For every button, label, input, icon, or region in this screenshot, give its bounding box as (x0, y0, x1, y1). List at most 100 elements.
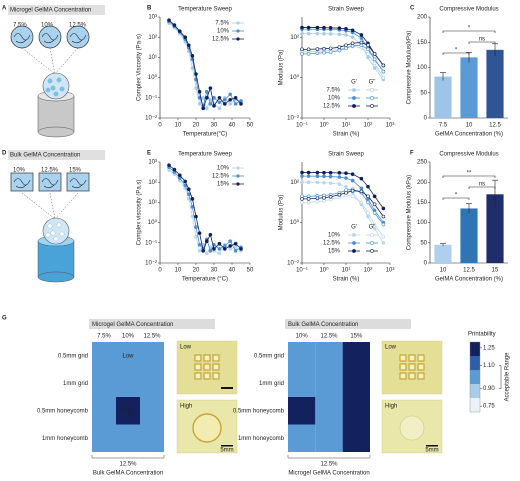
panel-label: B (147, 6, 152, 12)
x-tick-label: 20 (193, 123, 200, 129)
legend-marker (352, 241, 356, 245)
data-point (372, 52, 377, 56)
polymer-chain (69, 178, 87, 189)
data-point (359, 40, 364, 45)
heatmap-cell (92, 369, 116, 397)
heatmap-cell (92, 424, 116, 452)
row-label: 1mm grid (259, 381, 284, 387)
data-point (359, 33, 364, 37)
construct-pore (408, 363, 416, 371)
row-label: 0.5mm grid (254, 353, 284, 359)
data-point (328, 26, 333, 30)
data-point (328, 32, 333, 36)
data-point (300, 47, 304, 52)
legend-marker (370, 104, 374, 108)
zoom-line (21, 192, 56, 220)
construct (192, 413, 222, 443)
data-point (372, 61, 377, 66)
data-point (223, 97, 227, 102)
legend-label: 10% (217, 29, 230, 35)
data-point (300, 180, 304, 184)
data-point (228, 92, 232, 97)
heatmap-title: Bulk GelMA Concentration (288, 322, 358, 328)
chart-title: Compressive Modulus (439, 7, 498, 13)
y-tick-label: 10⁻² (287, 116, 299, 122)
legend-marker (236, 21, 240, 25)
panel-label: G (2, 316, 7, 322)
data-point (322, 195, 326, 200)
data-point (172, 23, 177, 27)
data-point (315, 51, 320, 56)
concentration-label: 10% (41, 23, 54, 29)
legend-marker (352, 249, 356, 253)
data-point (337, 171, 342, 175)
colorbar-tick-label: 0.90 (483, 386, 495, 392)
heatmap-cell (92, 397, 116, 425)
data-point (328, 170, 333, 175)
x-tick-label: 12.5 (463, 268, 475, 274)
significance-bracket (442, 175, 496, 178)
data-point (372, 211, 377, 215)
y-tick-label: 10² (148, 35, 157, 41)
data-point (217, 241, 222, 246)
y-tick-label: 200 (417, 180, 428, 186)
data-point (233, 245, 238, 250)
data-point (167, 163, 171, 167)
construct-pore (408, 372, 416, 380)
heatmap-cell (140, 342, 164, 370)
data-point (344, 176, 348, 180)
data-point (328, 46, 333, 51)
data-point (306, 180, 311, 184)
column-label: 10% (296, 334, 309, 340)
data-point (212, 247, 216, 251)
row-label: 1mm honeycomb (42, 436, 89, 442)
panel-label: E (147, 151, 151, 157)
particle (47, 223, 53, 229)
data-point (344, 184, 348, 189)
polymer-chain (69, 33, 87, 44)
zoom-line (49, 192, 56, 220)
legend-column: G" (369, 80, 376, 86)
panel-label: C (410, 6, 415, 12)
particle (59, 86, 65, 92)
data-point (372, 226, 377, 231)
data-point (366, 200, 370, 205)
data-point (337, 26, 342, 30)
data-point (300, 170, 304, 175)
colorbar-tick-label: 1.25 (483, 345, 495, 351)
chart-title: Compressive Modulus (439, 152, 498, 158)
significance-bracket (468, 186, 496, 189)
data-point (217, 247, 222, 251)
y-tick-label: 150 (417, 40, 428, 46)
row-label: 0.5mm honeycomb (233, 408, 285, 414)
bar (434, 244, 452, 263)
x-tick-label: 50 (247, 123, 254, 129)
significance-bracket (468, 41, 496, 44)
data-point (228, 102, 232, 106)
particle (53, 91, 59, 97)
legend-label: 15% (217, 182, 230, 188)
construct-pore (203, 372, 211, 380)
schematic-title: Microgel GelMA Concentration (10, 8, 91, 14)
data-point (212, 104, 216, 108)
chart-title: Temperature Sweep (178, 152, 232, 158)
heatmap-cell (288, 342, 316, 370)
legend-marker (352, 96, 356, 100)
construct-pore (194, 372, 202, 380)
legend-marker (236, 37, 240, 41)
construct-pore (194, 363, 202, 371)
heatmap-cell (116, 342, 140, 370)
concentration-label: 12.5% (69, 23, 87, 29)
data-point (372, 194, 377, 199)
data-point (350, 28, 355, 33)
data-point (381, 75, 386, 80)
data-point (381, 69, 386, 74)
significance-bracket (442, 52, 470, 55)
series-line (302, 33, 384, 80)
data-point (315, 25, 320, 30)
panel-label: D (2, 151, 7, 157)
heatmap-cell (315, 424, 343, 452)
data-point (337, 182, 342, 186)
particle (45, 87, 51, 93)
data-point (337, 175, 342, 179)
